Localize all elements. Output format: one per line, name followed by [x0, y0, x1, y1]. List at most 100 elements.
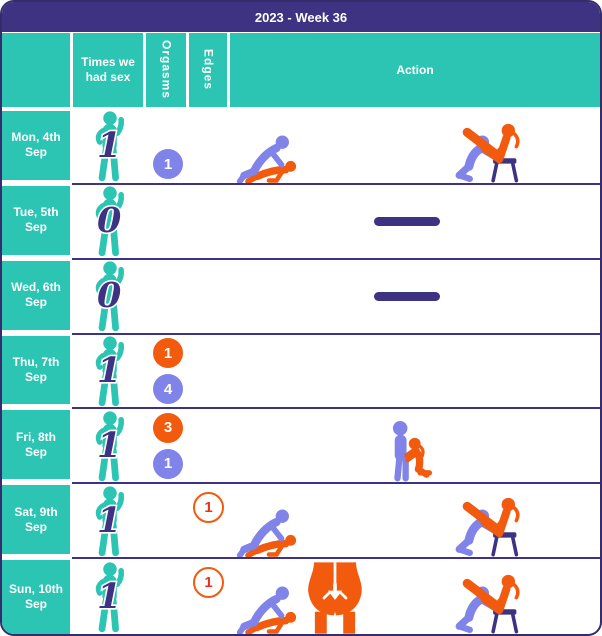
action-slot-4 — [443, 335, 527, 408]
orgasms-bottom-slot: 1 — [153, 446, 183, 482]
doggy-position-icon — [229, 584, 299, 634]
table-row: Wed, 6th Sep 0 — [2, 260, 600, 335]
action-slot-1 — [229, 484, 299, 558]
orgasms-top-slot: 1 — [153, 335, 183, 371]
orgasms-cell — [148, 559, 188, 634]
svg-text:1: 1 — [97, 126, 121, 167]
action-slot-2 — [299, 260, 371, 333]
action-slot-1 — [229, 185, 299, 258]
orgasms-top-slot: 3 — [153, 410, 183, 446]
action-slot-4 — [443, 409, 527, 482]
action-slot-3 — [371, 185, 443, 258]
action-slot-3 — [371, 110, 443, 183]
action-slot-5 — [527, 335, 600, 408]
chair-recline-position-icon — [443, 121, 528, 183]
action-slot-4 — [443, 185, 527, 258]
day-label: Thu, 7th Sep — [2, 335, 70, 405]
column-header-action: Action — [230, 33, 600, 107]
column-header-row: Times we had sex Orgasms Edges Action — [2, 32, 600, 110]
person-holding-count-icon: 0 — [83, 261, 137, 332]
standing-oral-position-icon — [382, 420, 432, 482]
orgasms-cell: 1 — [148, 110, 188, 183]
action-slot-3 — [371, 260, 443, 333]
svg-text:0: 0 — [97, 275, 121, 316]
action-cell — [229, 484, 600, 558]
action-slot-1 — [229, 110, 299, 183]
edges-cell — [188, 409, 229, 482]
orgasms-bottom-slot: 4 — [153, 371, 183, 407]
edges-cell: 1 — [188, 559, 229, 634]
action-slot-2 — [299, 185, 371, 258]
times-had-sex-cell: 1 — [72, 484, 148, 557]
person-holding-count-icon: 1 — [83, 561, 137, 632]
action-slot-3 — [371, 335, 443, 408]
action-cell — [229, 409, 600, 482]
none-dash-icon — [374, 291, 440, 301]
action-cell — [229, 260, 600, 333]
table-title: 2023 - Week 36 — [2, 2, 600, 32]
rows: Mon, 4th Sep 1 1 Tue, 5th Sep — [2, 110, 600, 634]
action-slot-4 — [443, 484, 527, 557]
action-slot-4 — [443, 110, 527, 183]
times-had-sex-cell: 1 — [72, 409, 148, 482]
none-dash-icon — [374, 216, 440, 226]
edges-cell — [188, 185, 229, 258]
edges-cell — [188, 110, 229, 183]
svg-text:1: 1 — [97, 576, 121, 617]
times-had-sex-cell: 1 — [72, 110, 148, 183]
edges-cell — [188, 335, 229, 408]
action-cell — [229, 185, 600, 258]
svg-text:1: 1 — [97, 425, 121, 466]
column-header-orgasms: Orgasms — [146, 33, 186, 107]
action-cell — [229, 110, 600, 183]
edge-count-badge: 1 — [193, 492, 224, 524]
action-slot-1 — [229, 409, 299, 482]
row-content: 1 1 — [72, 484, 600, 560]
action-slot-2 — [299, 409, 371, 482]
day-label: Fri, 8th Sep — [2, 410, 70, 480]
edges-cell: 1 — [188, 484, 229, 557]
action-slot-2 — [299, 559, 371, 634]
person-holding-count-icon: 1 — [83, 111, 137, 182]
action-slot-1 — [229, 559, 299, 634]
action-slot-3 — [371, 484, 443, 557]
orgasms-cell — [148, 484, 188, 557]
chair-recline-position-icon — [443, 495, 528, 557]
person-holding-count-icon: 1 — [83, 486, 137, 556]
action-slot-3 — [371, 409, 443, 482]
row-content: 0 — [72, 260, 600, 335]
action-slot-5 — [527, 260, 600, 333]
action-slot-5 — [527, 484, 600, 557]
action-slot-4 — [443, 559, 527, 634]
action-slot-5 — [527, 185, 600, 258]
times-had-sex-cell: 0 — [72, 185, 148, 258]
orgasms-cell — [148, 185, 188, 258]
column-header-edges: Edges — [189, 33, 227, 107]
action-cell — [229, 559, 600, 634]
edges-cell — [188, 260, 229, 333]
action-cell — [229, 335, 600, 408]
action-slot-4 — [443, 260, 527, 333]
column-header-day — [2, 33, 70, 107]
row-content: 0 — [72, 185, 600, 260]
person-holding-count-icon: 1 — [83, 336, 137, 406]
day-label: Sat, 9th Sep — [2, 485, 70, 555]
svg-text:1: 1 — [97, 350, 121, 391]
doggy-position-icon — [229, 507, 299, 558]
column-header-times: Times we had sex — [73, 33, 143, 107]
table-row: Tue, 5th Sep 0 — [2, 185, 600, 260]
doggy-position-icon — [229, 133, 299, 183]
action-slot-5 — [527, 110, 600, 183]
person-holding-count-icon: 0 — [83, 186, 137, 257]
action-slot-1 — [229, 335, 299, 408]
action-slot-5 — [527, 559, 600, 634]
orgasm-count-badge-orange: 3 — [153, 412, 183, 443]
rear-view-icon — [303, 562, 367, 634]
action-slot-2 — [299, 335, 371, 408]
times-had-sex-cell: 1 — [72, 335, 148, 408]
